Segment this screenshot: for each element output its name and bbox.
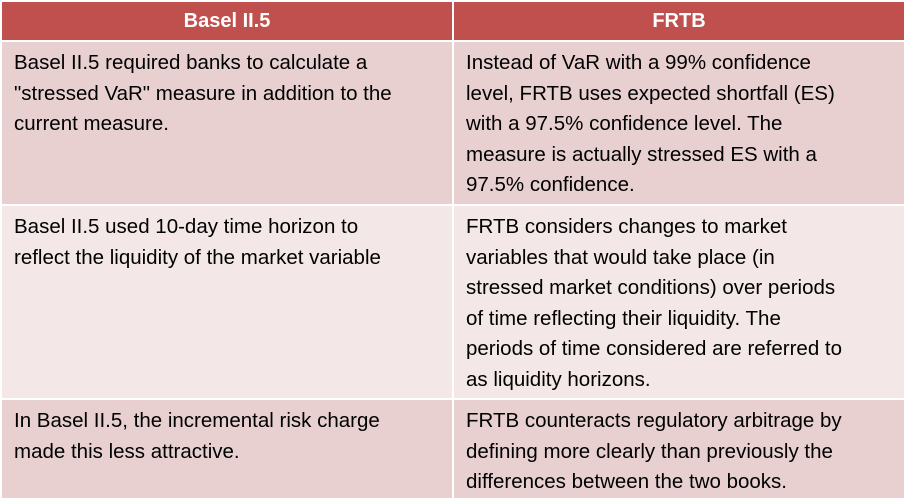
- cell-text-line: periods of time considered are referred …: [466, 337, 843, 360]
- cell-text-line: Basel II.5 required banks to calculate a: [14, 51, 368, 74]
- header-cell: FRTB: [452, 0, 904, 42]
- table-row: Basel II.5 used 10-day time horizon to re…: [0, 204, 904, 400]
- table-cell: FRTB counteracts regulatory arbitrage by…: [452, 398, 904, 500]
- cell-text-line: of time reflecting their liquidity. The: [466, 306, 781, 330]
- cell-text-line: level, FRTB uses expected shortfall (ES): [466, 81, 835, 105]
- cell-text-line: Instead of VaR with a 99% confidence: [466, 51, 811, 74]
- cell-text-line: current measure.: [14, 112, 169, 135]
- table-body: Basel II.5 required banks to calculate a…: [0, 40, 904, 500]
- cell-text-line: with a 97.5% confidence level. The: [466, 112, 783, 135]
- cell-text-line: variables that would take place (in: [466, 245, 775, 269]
- cell-text-line: made this less attractive.: [14, 439, 240, 463]
- cell-text-line: stressed market conditions) over periods: [466, 276, 836, 299]
- cell-text-line: 97.5% confidence.: [466, 173, 635, 196]
- table-cell: Basel II.5 required banks to calculate a…: [0, 40, 454, 206]
- cell-text-line: defining more clearly than previously th…: [466, 439, 833, 463]
- cell-text-line: Basel II.5 used 10-day time horizon to: [14, 215, 359, 238]
- table-row: In Basel II.5, the incremental risk char…: [0, 398, 904, 500]
- cell-text-line: differences between the two books.: [466, 470, 787, 493]
- cell-text-line: reflect the liquidity of the market vari…: [14, 245, 381, 269]
- cell-text-line: "stressed VaR" measure in addition to th…: [14, 81, 392, 105]
- table-cell: Basel II.5 used 10-day time horizon to re…: [0, 204, 454, 400]
- cell-text-line: measure is actually stressed ES with a: [466, 142, 817, 166]
- table-cell: In Basel II.5, the incremental risk char…: [0, 398, 454, 500]
- table-cell: FRTB considers changes to market variable…: [452, 204, 904, 400]
- header-row: Basel II.5 FRTB: [0, 0, 904, 42]
- cell-text-line: FRTB counteracts regulatory arbitrage by: [466, 409, 842, 432]
- table-row: Basel II.5 required banks to calculate a…: [0, 40, 904, 206]
- cell-text-line: In Basel II.5, the incremental risk char…: [14, 409, 380, 432]
- cell-text-line: FRTB considers changes to market: [466, 215, 787, 238]
- table-cell: Instead of VaR with a 99% confidence leve…: [452, 40, 904, 206]
- header-cell: Basel II.5: [0, 0, 454, 42]
- cell-text-line: as liquidity horizons.: [466, 367, 651, 391]
